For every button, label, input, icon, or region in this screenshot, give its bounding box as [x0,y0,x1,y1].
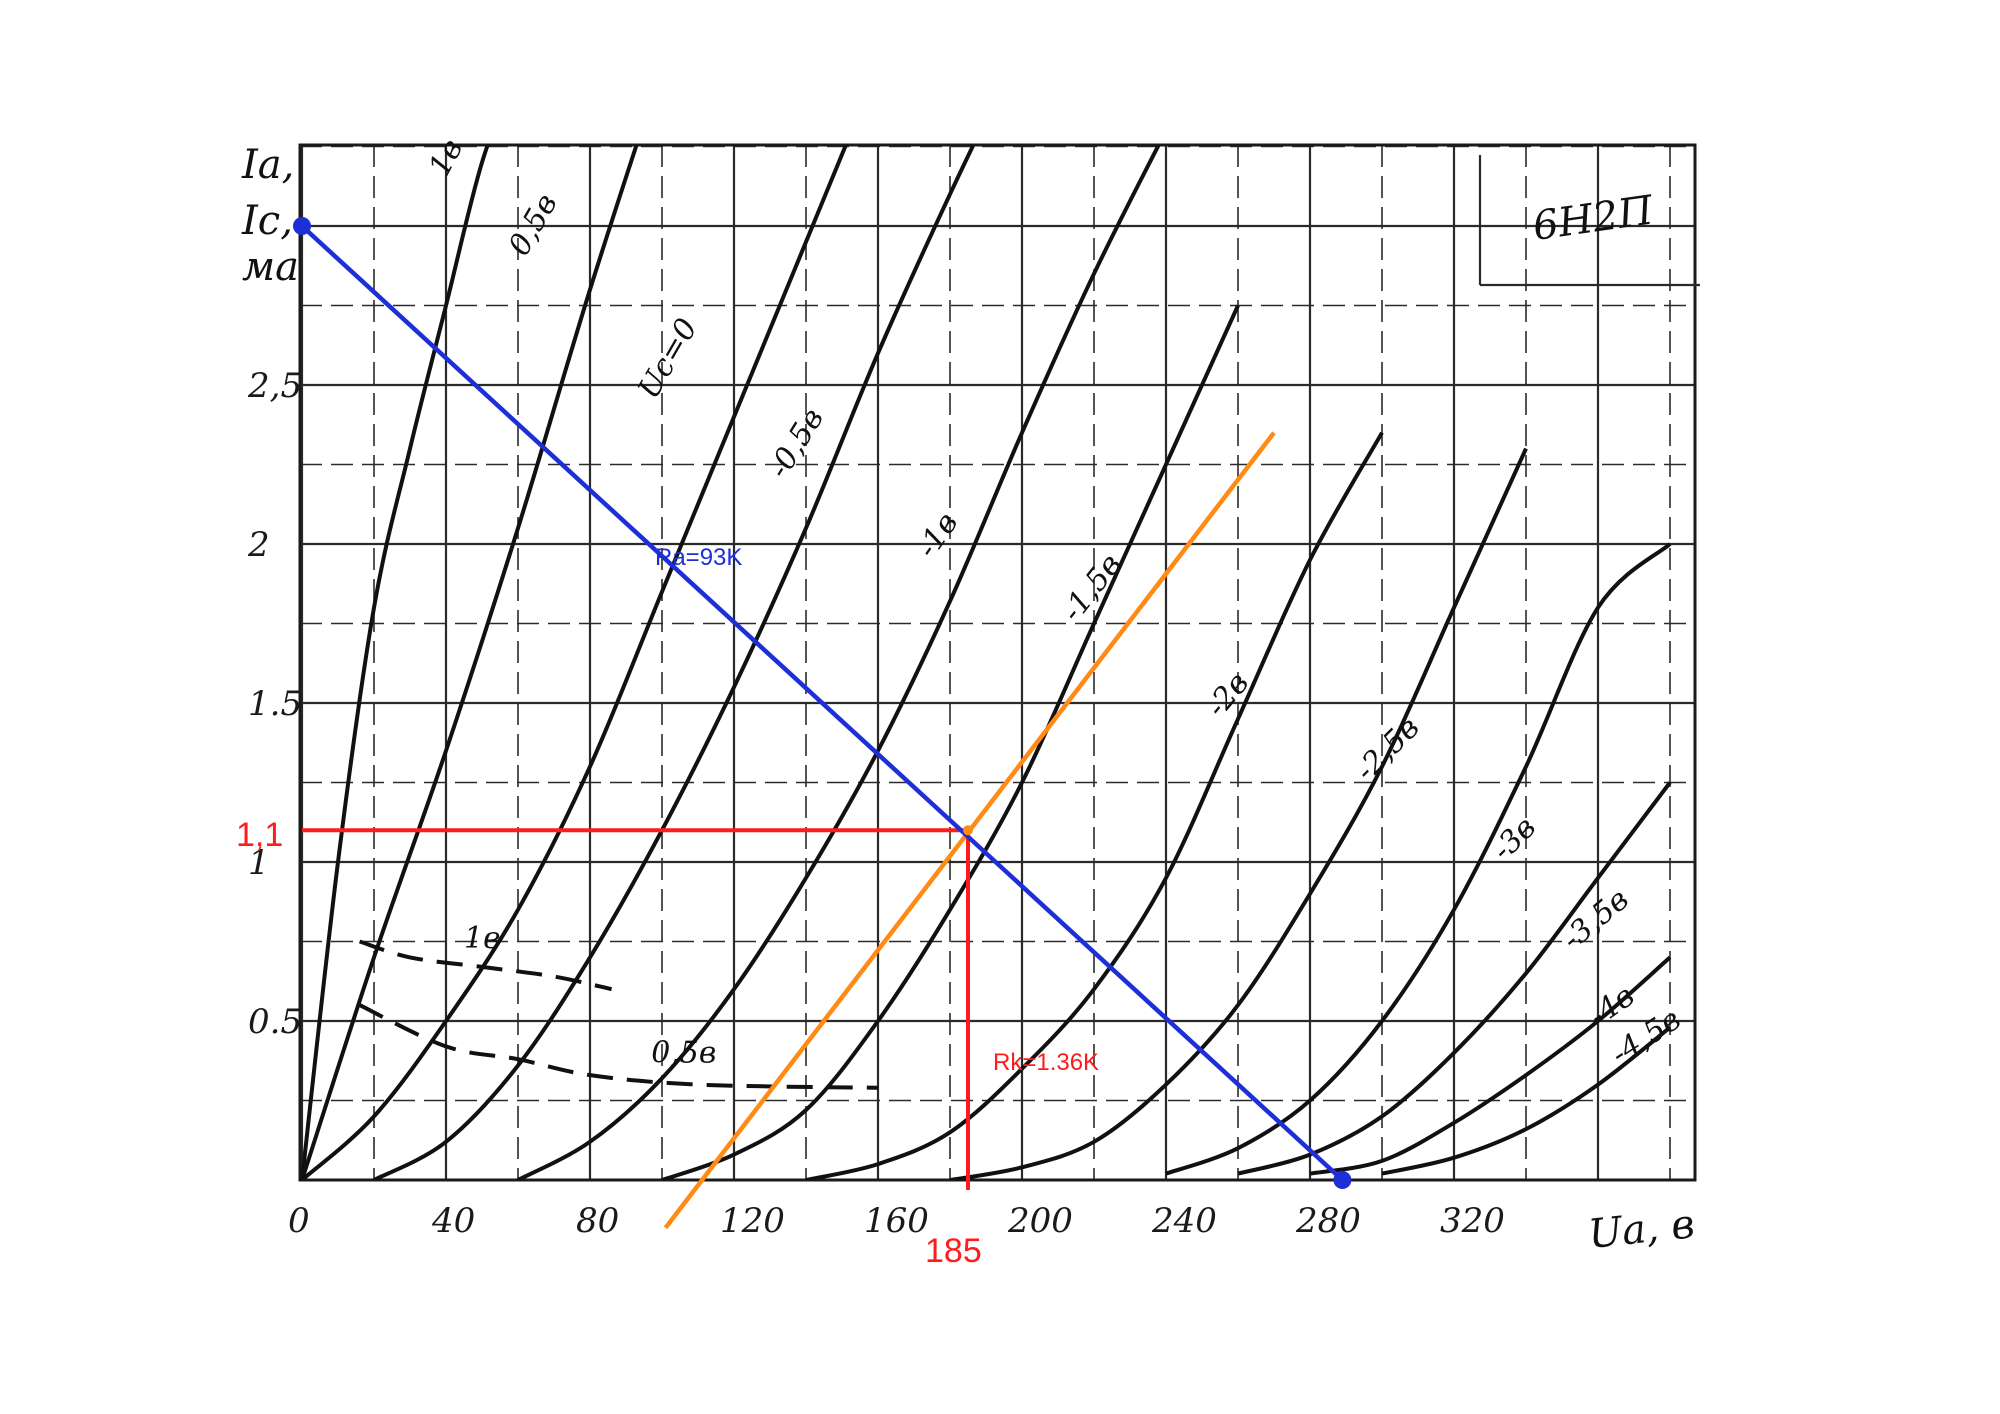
curve-label: -3,5в [1555,882,1635,957]
y-tick-label: 1.5 [248,684,302,724]
operating-point-x-label: 185 [925,1232,982,1270]
anode-curve [1381,1025,1672,1176]
curve-label: 0,5в [651,1035,716,1070]
x-tick-label: 280 [1295,1201,1361,1241]
curve-label: -2в [1199,666,1256,724]
curve-label: 1в [464,921,501,956]
y-tick-label: 1 [248,843,270,883]
anode-curve [300,145,849,1180]
y-axis-label-line-1: Ia, [241,142,294,188]
anode-curve [300,145,490,1180]
grid-current-curve [358,939,613,992]
anode-curve [517,145,1161,1180]
cathode-resistor-label: Rk=1.36K [993,1049,1099,1076]
y-tick-label: 0.5 [248,1002,302,1042]
y-axis-label-line-3: ма [242,244,299,290]
chart-title: 6Н2П [1530,187,1657,250]
curve-label: -2,5в [1349,710,1427,788]
anode-curve [661,304,1240,1180]
y-tick-label: 2 [247,525,270,565]
anode-curve [1309,955,1672,1176]
curve-label: -1,5в [1055,548,1129,629]
curve-label: 1в [422,133,470,182]
anode-curve [949,447,1528,1180]
anode-curve [805,431,1384,1180]
grid-current-curve [358,1003,879,1090]
x-tick-label: 120 [720,1201,785,1241]
curve-label: 0,5в [502,188,565,262]
chart-annotations [293,217,1352,1230]
operating-point-dot [963,825,973,836]
anode-curve [373,145,976,1180]
chart-grid [298,143,1697,1182]
x-tick-label: 0 [288,1201,310,1241]
load-line-start-dot [293,217,311,235]
curve-label: Uc=0 [631,313,704,405]
x-tick-label: 320 [1440,1201,1505,1241]
chart-curves [300,145,1672,1180]
anode-load-line [300,224,1344,1182]
x-tick-label: 40 [431,1201,475,1241]
curve-label: -3в [1485,810,1543,868]
load-line-label: Ra=93K [655,544,742,571]
x-tick-label: 200 [1007,1201,1073,1241]
x-axis-label: Ua, в [1586,1201,1697,1258]
anode-curve [1165,542,1672,1176]
plot-frame [298,143,1697,1182]
x-tick-label: 160 [864,1201,929,1241]
x-tick-label: 80 [576,1201,619,1241]
anode-curve [300,145,639,1180]
y-axis-label-line-2: Ic, [241,198,293,244]
curve-label: -1в [910,506,965,564]
load-line-end-dot [1333,1171,1352,1189]
y-tick-label: 2,5 [247,366,302,406]
x-tick-label: 240 [1151,1201,1217,1241]
operating-point-y-label: 1,1 [236,816,283,854]
curve-label: -0,5в [762,402,832,484]
